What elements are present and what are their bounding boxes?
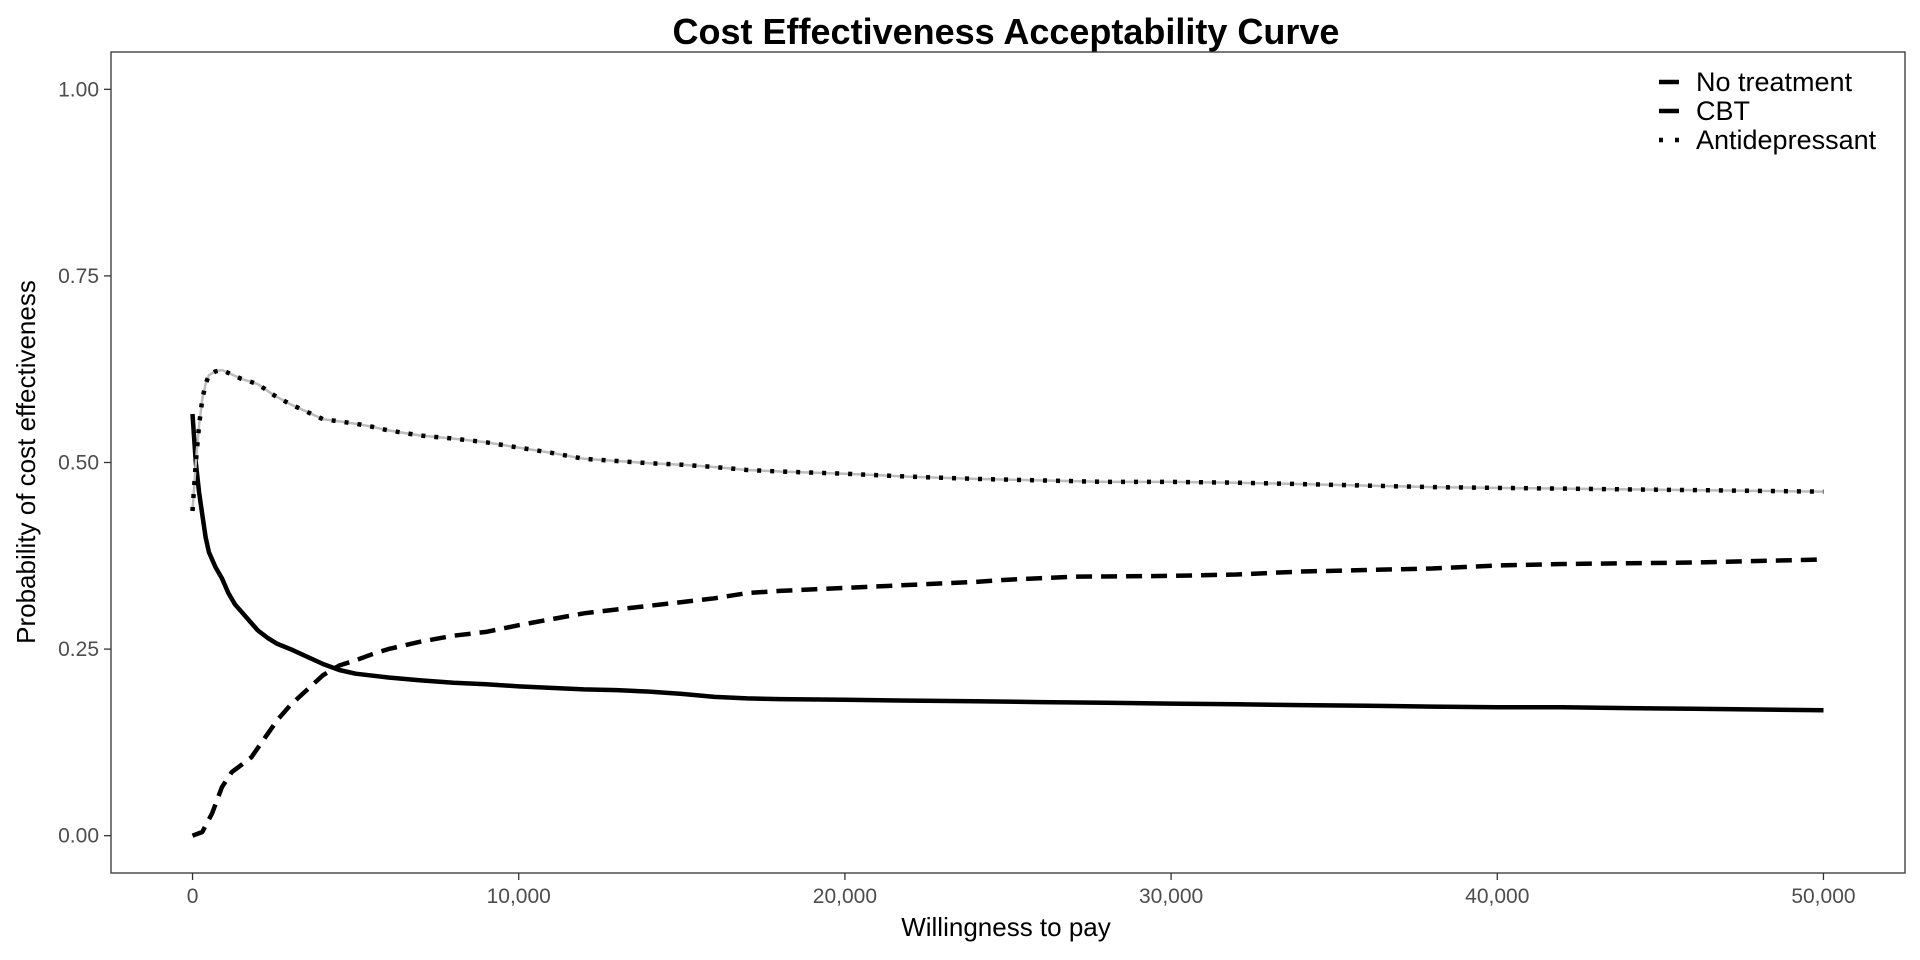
x-tick-label: 10,000	[487, 885, 551, 908]
x-tick-label: 20,000	[813, 885, 877, 908]
x-tick-label: 0	[187, 885, 199, 908]
series-antidepressant-line	[190, 367, 1824, 512]
chart-title: Cost Effectiveness Acceptability Curve	[673, 11, 1340, 52]
series-cbt-line	[191, 557, 1824, 838]
y-axis-title: Probability of cost effectiveness	[11, 280, 41, 644]
y-axis-ticks: 0.00 0.25 0.50 0.75 1.00	[58, 78, 111, 848]
y-tick-label: 0.50	[58, 452, 99, 475]
x-axis-title: Willingness to pay	[901, 912, 1111, 942]
series-no-treatment-line	[190, 413, 1824, 713]
legend-label-antidepressant: Antidepressant	[1696, 125, 1877, 155]
x-tick-label: 40,000	[1465, 885, 1529, 908]
y-tick-label: 0.75	[58, 265, 99, 288]
x-tick-label: 50,000	[1791, 885, 1855, 908]
y-tick-label: 0.25	[58, 638, 99, 661]
series-lines	[190, 367, 1824, 838]
x-axis-ticks: 0 10,000 20,000 30,000 40,000 50,000	[187, 873, 1856, 908]
legend-label-no-treatment: No treatment	[1696, 67, 1853, 97]
y-tick-label: 1.00	[58, 78, 99, 101]
x-tick-label: 30,000	[1139, 885, 1203, 908]
y-tick-label: 0.00	[58, 825, 99, 848]
legend-label-cbt: CBT	[1696, 96, 1750, 126]
